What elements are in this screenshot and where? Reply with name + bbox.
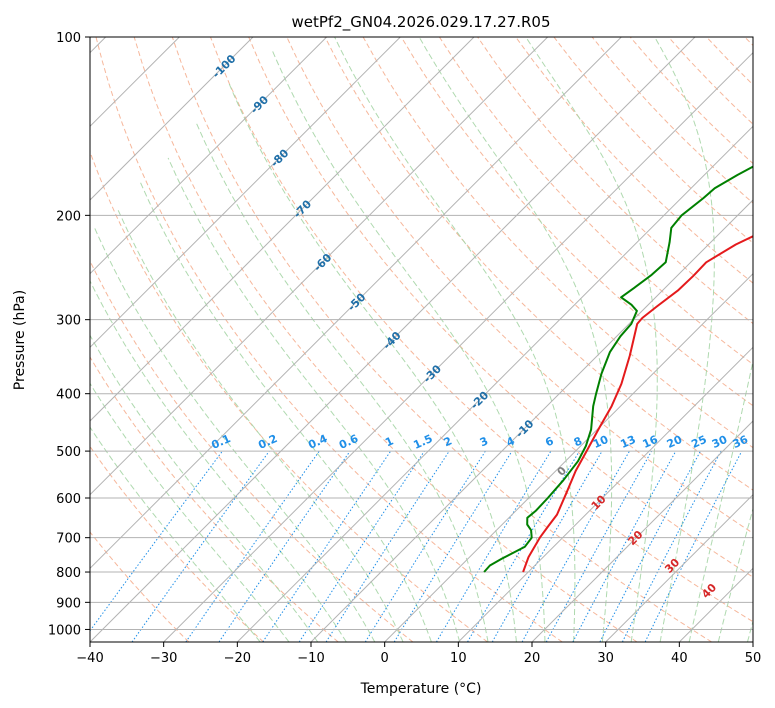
mixing-ratio-line bbox=[521, 450, 630, 642]
x-axis-ticks: −40 −30 −20 −10 0 10 20 30 40 50 bbox=[76, 642, 761, 666]
isotherm-line bbox=[90, 37, 254, 201]
isotherm-line bbox=[384, 272, 753, 642]
moist-adiabat bbox=[94, 227, 376, 642]
y-tick-label: 300 bbox=[56, 314, 81, 329]
mixing-ratio-line bbox=[572, 450, 677, 642]
y-tick-label: 500 bbox=[56, 445, 81, 460]
mixing-ratio-label: 30 bbox=[710, 433, 730, 451]
mixing-ratio-line bbox=[393, 450, 513, 642]
x-tick-label: −20 bbox=[224, 651, 251, 666]
grid-lines bbox=[90, 37, 753, 642]
dry-adiabat bbox=[210, 37, 753, 623]
dry-adiabat bbox=[95, 37, 563, 642]
chart-title: wetPf2_GN04.2026.029.17.27.R05 bbox=[291, 13, 550, 32]
moist-adiabat bbox=[654, 37, 715, 642]
isotherm-line bbox=[90, 37, 622, 570]
x-tick-label: 30 bbox=[597, 651, 614, 666]
isotherm-line bbox=[236, 125, 753, 642]
mixing-ratio-label: 10 bbox=[591, 433, 611, 451]
dry-adiabat bbox=[133, 37, 638, 642]
mixing-ratio-line bbox=[599, 450, 701, 642]
y-axis-ticks: 1000 900 800 700 600 500 400 300 200 100 bbox=[48, 31, 90, 638]
x-tick-label: −40 bbox=[76, 651, 103, 666]
mixing-ratio-line bbox=[185, 450, 320, 642]
plot-frame bbox=[89, 36, 754, 643]
background-lines bbox=[90, 37, 753, 642]
profile-lines bbox=[483, 165, 753, 573]
mixing-ratio-label: 13 bbox=[618, 433, 637, 451]
moist-adiabat bbox=[271, 49, 546, 642]
y-tick-label: 800 bbox=[56, 566, 81, 581]
isotherm-line bbox=[90, 37, 549, 496]
y-tick-label: 600 bbox=[56, 492, 81, 507]
dry-adiabat bbox=[400, 37, 753, 407]
isotherm-line bbox=[90, 37, 696, 642]
y-axis-label: Pressure (hPa) bbox=[12, 290, 28, 390]
moist-adiabat bbox=[196, 123, 489, 642]
isotherm-line bbox=[90, 37, 328, 275]
isotherm-line bbox=[90, 37, 475, 422]
dry-adiabat bbox=[248, 37, 753, 578]
x-tick-label: 0 bbox=[381, 651, 389, 666]
moist-adiabat bbox=[90, 279, 347, 642]
moist-adiabat bbox=[90, 382, 290, 642]
dry-adiabat bbox=[171, 37, 712, 642]
mixing-ratio-line bbox=[131, 450, 270, 642]
moist-adiabat bbox=[418, 37, 613, 642]
dry-adiabat bbox=[515, 37, 753, 284]
dry-adiabat bbox=[90, 356, 339, 642]
moist-adiabat bbox=[228, 83, 517, 642]
isotherm-line bbox=[605, 493, 753, 642]
moist-adiabat bbox=[139, 180, 432, 642]
mixing-ratio-line bbox=[644, 450, 743, 642]
isotherm-line bbox=[163, 51, 753, 642]
x-tick-label: 20 bbox=[524, 651, 541, 666]
y-tick-label: 200 bbox=[56, 209, 81, 224]
temperature-profile-line bbox=[522, 235, 753, 573]
mixing-ratio-line bbox=[621, 450, 722, 642]
y-tick-label: 400 bbox=[56, 388, 81, 403]
mixing-ratio-line bbox=[218, 450, 351, 642]
mixing-ratio-label: 20 bbox=[665, 433, 685, 451]
moist-adiabat bbox=[525, 37, 658, 642]
dry-adiabat bbox=[324, 37, 753, 491]
x-tick-label: 40 bbox=[671, 651, 688, 666]
isotherm-line bbox=[531, 420, 753, 642]
dry-adiabat bbox=[438, 37, 753, 366]
y-tick-label: 700 bbox=[56, 532, 81, 547]
dry-adiabat bbox=[90, 531, 190, 642]
mixing-ratio-line bbox=[364, 450, 486, 642]
x-tick-label: −30 bbox=[150, 651, 177, 666]
y-tick-label: 1000 bbox=[48, 623, 81, 638]
isotherm-line bbox=[457, 346, 753, 642]
dry-adiabat bbox=[90, 445, 264, 642]
mixing-ratio-line bbox=[545, 450, 653, 642]
mixing-ratio-line bbox=[262, 450, 392, 642]
dry-adiabat bbox=[90, 150, 488, 642]
moist-adiabat bbox=[90, 426, 261, 642]
y-tick-label: 100 bbox=[56, 31, 81, 46]
mixing-ratio-line bbox=[90, 450, 223, 632]
isotherm-line bbox=[90, 37, 401, 349]
mixing-ratio-label: 36 bbox=[731, 433, 751, 451]
mixing-ratio-line bbox=[435, 450, 552, 642]
x-axis-label: Temperature (°C) bbox=[360, 681, 482, 697]
isotherm-line bbox=[310, 199, 753, 642]
moist-adiabat bbox=[117, 208, 404, 642]
dewpoint-profile-line bbox=[483, 165, 753, 573]
mixing-ratio-line bbox=[325, 450, 450, 642]
x-tick-label: −10 bbox=[297, 651, 324, 666]
moist-adiabat bbox=[90, 334, 319, 642]
y-tick-label: 900 bbox=[56, 596, 81, 611]
x-tick-label: 10 bbox=[450, 651, 467, 666]
plot-area bbox=[90, 37, 753, 642]
mixing-ratio-label: 25 bbox=[689, 433, 708, 451]
mixing-ratio-label: 16 bbox=[641, 433, 661, 451]
x-tick-label: 50 bbox=[745, 651, 762, 666]
mixing-ratio-line bbox=[298, 450, 425, 642]
moist-adiabat bbox=[688, 358, 753, 642]
